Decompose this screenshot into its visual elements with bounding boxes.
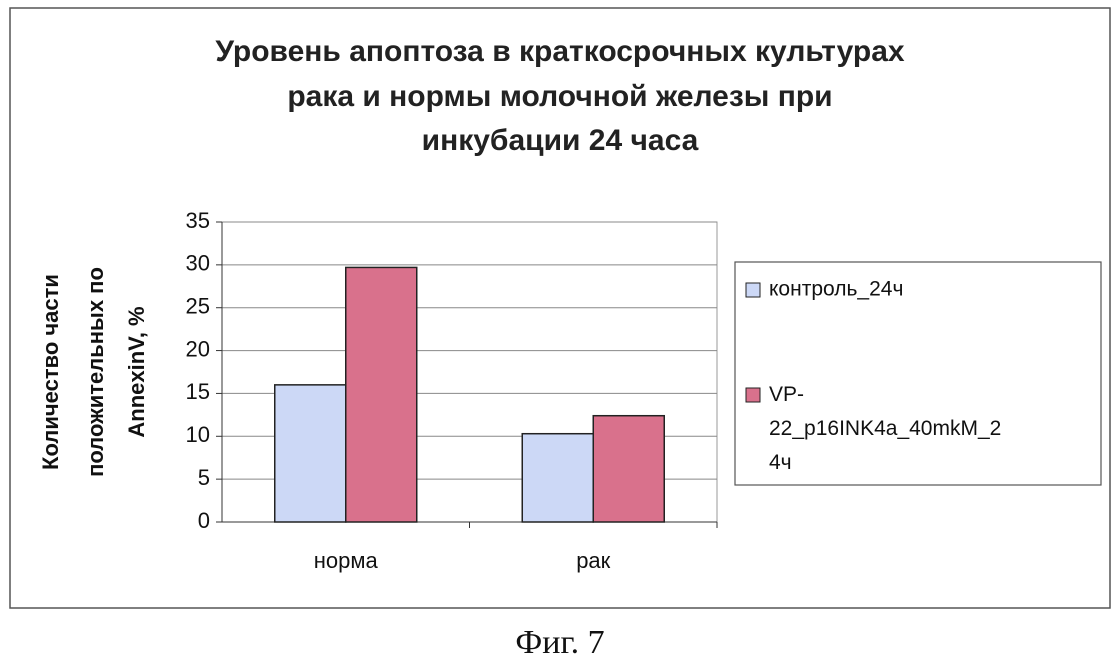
chart-title: инкубации 24 часа [422,124,699,157]
y-tick-label: 20 [186,336,210,361]
y-axis-label: AnnexinV, % [124,306,149,437]
x-tick-label: рак [576,548,610,573]
y-axis-label: положительных по [83,267,108,477]
bar [593,416,664,522]
legend-swatch [746,283,760,297]
y-tick-label: 10 [186,422,210,447]
y-axis-label: Количество части [38,274,63,470]
chart-title: рака и нормы молочной железы при [287,80,832,113]
y-tick-label: 30 [186,251,210,276]
y-tick-label: 25 [186,294,210,319]
bar [275,385,346,522]
legend-label: контроль_24ч [769,278,903,301]
y-tick-label: 0 [198,508,210,533]
bar [522,434,593,522]
y-tick-label: 15 [186,379,210,404]
chart-title: Уровень апоптоза в краткосрочных культур… [215,35,905,68]
legend-swatch [746,388,760,402]
bar [346,267,417,522]
y-tick-label: 5 [198,465,210,490]
chart: Уровень апоптоза в краткосрочных культур… [0,0,1120,666]
figure-caption: Фиг. 7 [515,624,604,661]
y-tick-label: 35 [186,208,210,233]
x-tick-label: норма [314,548,379,573]
